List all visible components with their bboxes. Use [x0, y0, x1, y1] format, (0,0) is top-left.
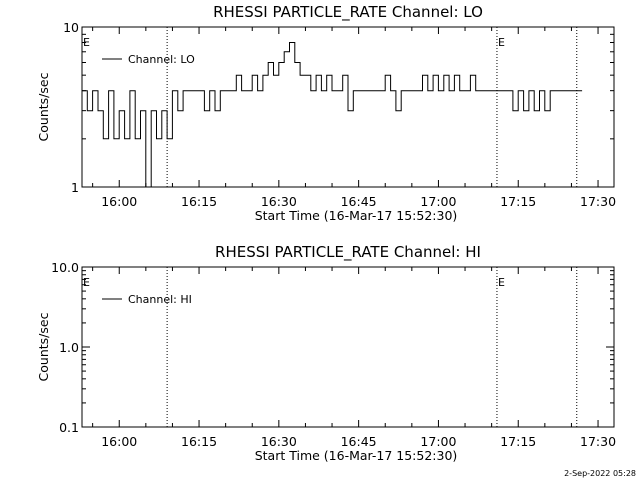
y-axis-label: Counts/sec [36, 72, 51, 141]
x-tick-label: 17:00 [420, 194, 456, 209]
y-tick-label: 0.1 [59, 420, 79, 435]
eclipse-marker-label: E [83, 276, 90, 289]
x-tick-label: 16:15 [181, 434, 217, 449]
x-tick-label: 17:00 [420, 434, 456, 449]
x-tick-label: 16:30 [261, 194, 297, 209]
plot-frame [81, 266, 615, 428]
x-tick-label: 17:30 [580, 194, 616, 209]
legend-label: Channel: LO [128, 53, 195, 66]
eclipse-marker-label: E [498, 276, 505, 289]
x-axis-label: Start Time (16-Mar-17 15:52:30) [255, 208, 458, 223]
eclipse-marker-label: E [498, 36, 505, 49]
x-tick-label: 17:15 [500, 194, 536, 209]
y-tick-label: 10.0 [51, 260, 79, 275]
x-axis-label: Start Time (16-Mar-17 15:52:30) [255, 448, 458, 463]
x-tick-label: 16:00 [101, 434, 137, 449]
series-line-lo [82, 42, 583, 188]
x-tick-label: 17:15 [500, 434, 536, 449]
x-tick-label: 16:45 [341, 434, 377, 449]
x-tick-label: 16:45 [341, 194, 377, 209]
y-tick-label: 1.0 [59, 340, 79, 355]
x-tick-label: 16:00 [101, 194, 137, 209]
chart-title: RHESSI PARTICLE_RATE Channel: HI [215, 243, 481, 262]
legend-label: Channel: HI [128, 293, 192, 306]
y-axis-label: Counts/sec [36, 312, 51, 381]
y-tick-label: 1 [71, 180, 79, 195]
x-tick-label: 16:30 [261, 434, 297, 449]
eclipse-marker-label: E [83, 36, 90, 49]
x-tick-label: 17:30 [580, 434, 616, 449]
chart-title: RHESSI PARTICLE_RATE Channel: LO [213, 3, 483, 22]
x-tick-label: 16:15 [181, 194, 217, 209]
generation-timestamp: 2-Sep-2022 05:28 [564, 469, 636, 478]
y-tick-label: 10 [63, 20, 79, 35]
plot-frame [81, 26, 615, 188]
